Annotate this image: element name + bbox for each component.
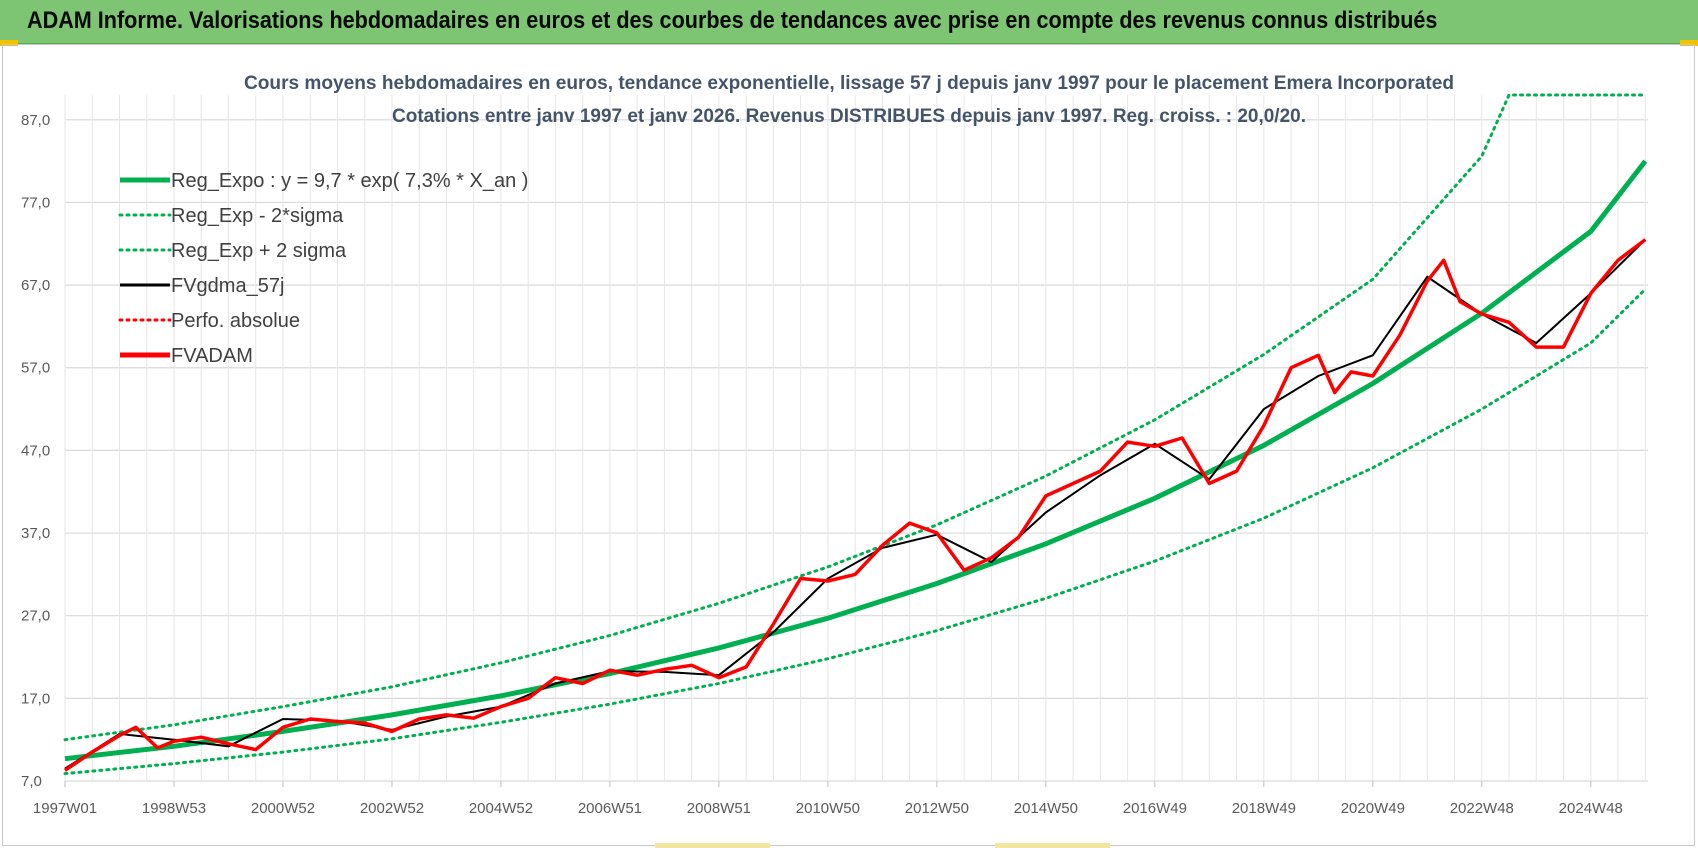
bottom-marker [655, 843, 770, 848]
legend-label: Reg_Expo : y = 9,7 * exp( 7,3% * X_an ) [171, 170, 528, 192]
y-tick-label: 47,0 [21, 442, 50, 459]
y-tick-label: 77,0 [21, 194, 50, 211]
x-tick-label: 2016W49 [1123, 800, 1187, 817]
y-tick-label: 87,0 [21, 112, 50, 129]
y-tick-label: 17,0 [21, 690, 50, 707]
x-tick-label: 2022W48 [1450, 800, 1514, 817]
bottom-marker [995, 843, 1110, 848]
chart-title-line-1: Cours moyens hebdomadaires en euros, ten… [244, 73, 1454, 94]
y-tick-label: 37,0 [21, 525, 50, 542]
series-layer [63, 93, 1648, 776]
x-tick-label: 2020W49 [1341, 800, 1405, 817]
chart-frame [2, 44, 1695, 846]
legend-label: Perfo. absolue [171, 310, 300, 332]
legend-label: Reg_Exp - 2*sigma [171, 205, 344, 227]
report-banner: ADAM Informe. Valorisations hebdomadaire… [0, 0, 1698, 44]
series-reg-exp-minus-2sigma [63, 287, 1647, 776]
chart-legend: Reg_Expo : y = 9,7 * exp( 7,3% * X_an ) R… [118, 170, 528, 367]
legend-label: Reg_Exp + 2 sigma [171, 240, 347, 262]
y-tick-label: 67,0 [21, 277, 50, 294]
x-tick-label: 2002W52 [360, 800, 424, 817]
x-tick-label: 2012W50 [905, 800, 969, 817]
x-tick-label: 2006W51 [578, 800, 642, 817]
axis-ticks: 87,0 77,0 67,0 57,0 47,0 37,0 27,0 17,0 7,0 1997… [21, 112, 1623, 817]
chart-title: Cours moyens hebdomadaires en euros, ten… [244, 73, 1454, 127]
x-tick-label: 2000W52 [251, 800, 315, 817]
series-fvadam [64, 238, 1647, 772]
y-tick-label: 27,0 [21, 608, 50, 625]
corner-marker-right [1680, 40, 1698, 46]
chart-title-line-2: Cotations entre janv 1997 et janv 2026. … [392, 106, 1306, 127]
x-tick-label: 2008W51 [687, 800, 751, 817]
x-tick-label: 2004W52 [469, 800, 533, 817]
x-tick-label: 2010W50 [796, 800, 860, 817]
x-tick-label: 1998W53 [142, 800, 206, 817]
legend-label: FVgdma_57j [171, 275, 284, 297]
x-axis-ticks: 1997W01 1998W53 2000W52 2002W52 2004W52 2006W… [33, 781, 1623, 817]
corner-marker-left [0, 40, 18, 46]
x-tick-label: 2018W49 [1232, 800, 1296, 817]
grid-lines [64, 95, 1648, 782]
y-tick-label: 7,0 [21, 773, 42, 790]
x-tick-label: 1997W01 [33, 800, 97, 817]
legend-label: FVADAM [171, 345, 253, 367]
y-tick-label: 57,0 [21, 360, 50, 377]
x-tick-label: 2024W48 [1559, 800, 1623, 817]
y-axis-ticks: 87,0 77,0 67,0 57,0 47,0 37,0 27,0 17,0 7,0 [21, 112, 50, 790]
x-tick-label: 2014W50 [1014, 800, 1078, 817]
report-title: ADAM Informe. Valorisations hebdomadaire… [27, 7, 1438, 34]
